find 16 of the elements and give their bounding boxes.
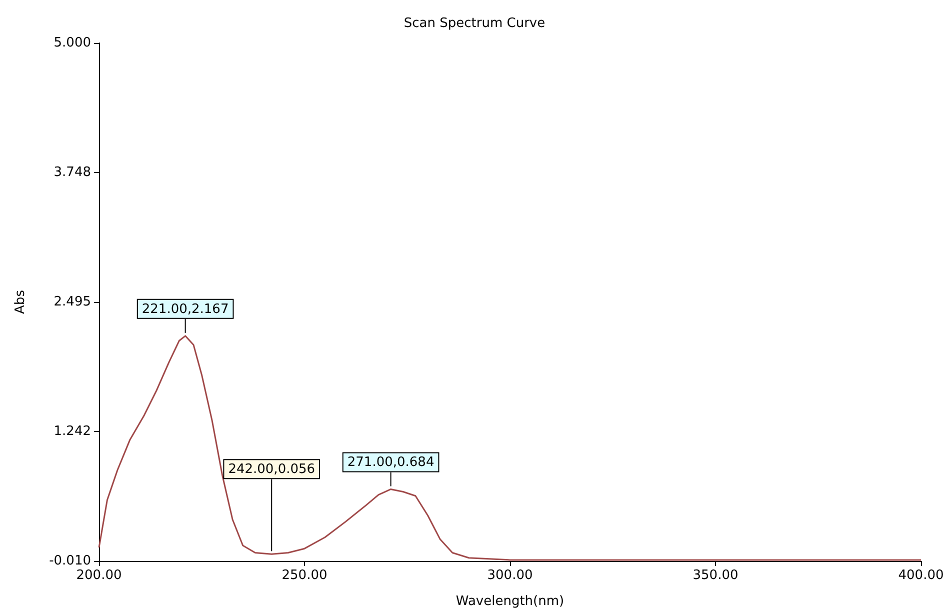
x-axis-title: Wavelength(nm) [456, 594, 564, 609]
y-tick-label: 2.495 [54, 294, 91, 310]
x-tick-label: 200.00 [76, 568, 122, 583]
annotation: 271.00,0.684 [347, 455, 434, 470]
chart-title: Scan Spectrum Curve [404, 16, 546, 31]
y-axis-title: Abs [13, 290, 28, 314]
y-tick-label: 5.000 [54, 36, 91, 50]
x-tick-label: 300.00 [487, 568, 533, 583]
annotation: 242.00,0.056 [228, 462, 316, 478]
x-tick-label: 250.00 [282, 568, 328, 583]
annotation: 221.00,2.167 [142, 302, 229, 317]
x-tick-label: 400.00 [898, 568, 944, 583]
y-tick-label: 3.748 [54, 164, 91, 180]
x-tick-label: 350.00 [692, 568, 738, 583]
y-tick-label: 1.242 [54, 424, 91, 440]
y-tick-label: -0.010 [49, 554, 91, 568]
